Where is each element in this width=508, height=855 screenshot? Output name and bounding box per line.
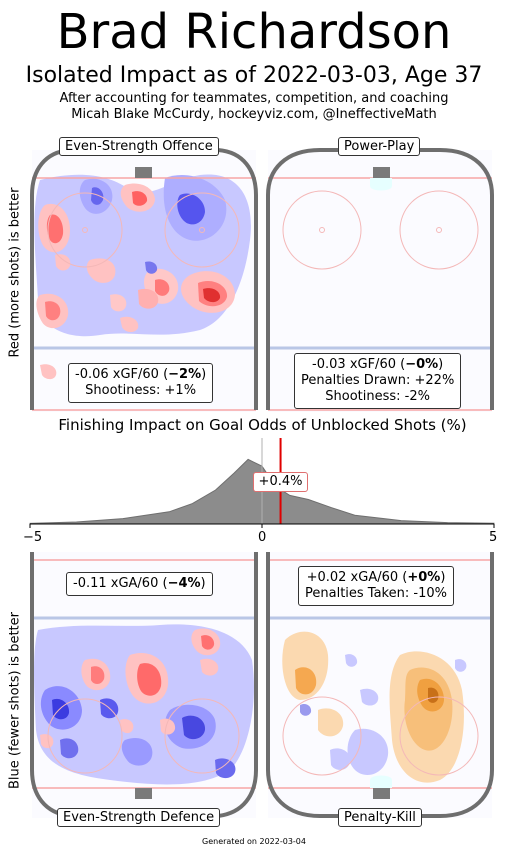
es-offence-label: Even-Strength Offence [59,137,219,156]
es-defence-stats: -0.11 xGA/60 (−4%) [66,572,213,596]
penalty-kill-xg-line: +0.02 xGA/60 (+0%) [306,570,446,585]
method-note: After accounting for teammates, competit… [59,91,449,106]
power-play-stats: -0.03 xGF/60 (−0%) Penalties Drawn: +22%… [294,353,462,409]
penalty-kill-rink [266,552,494,818]
power-play-label: Power-Play [338,137,421,156]
es-defence-heatmap [34,624,254,785]
es-defence-rink [30,552,258,818]
es-offence-xg-line: -0.06 xGF/60 (−2%) [75,367,207,382]
penalty-kill-stats: +0.02 xGA/60 (+0%) Penalties Taken: -10% [298,566,454,606]
finishing-chart-title: Finishing Impact on Goal Odds of Unblock… [58,416,467,434]
penalty-kill-label: Penalty-Kill [338,808,422,827]
power-play-penalties-drawn: Penalties Drawn: +22% [301,373,455,388]
author-credit: Micah Blake McCurdy, hockeyviz.com, @Ine… [71,107,437,122]
generated-date: Generated on 2022-03-04 [202,837,306,846]
power-play-xg-line: -0.03 xGF/60 (−0%) [312,357,444,372]
player-name: Brad Richardson [56,4,452,60]
penalty-kill-heatmap [282,631,467,783]
es-defence-xg-line: -0.11 xGA/60 (−4%) [73,576,206,591]
penalty-kill-penalties-taken: Penalties Taken: -10% [305,586,447,601]
x-tick-5: 5 [489,530,498,545]
power-play-shootiness: Shootiness: -2% [325,389,430,404]
es-offence-stats: -0.06 xGF/60 (−2%) Shootiness: +1% [68,363,214,403]
player-finishing-value: +0.4% [252,472,309,492]
chart-subtitle: Isolated Impact as of 2022-03-03, Age 37 [25,63,483,88]
x-tick-neg5: −5 [23,530,43,545]
es-defence-label: Even-Strength Defence [57,808,221,827]
x-tick-0: 0 [258,530,267,545]
es-offence-shootiness: Shootiness: +1% [85,383,197,398]
es-offence-heatmap [34,174,251,380]
